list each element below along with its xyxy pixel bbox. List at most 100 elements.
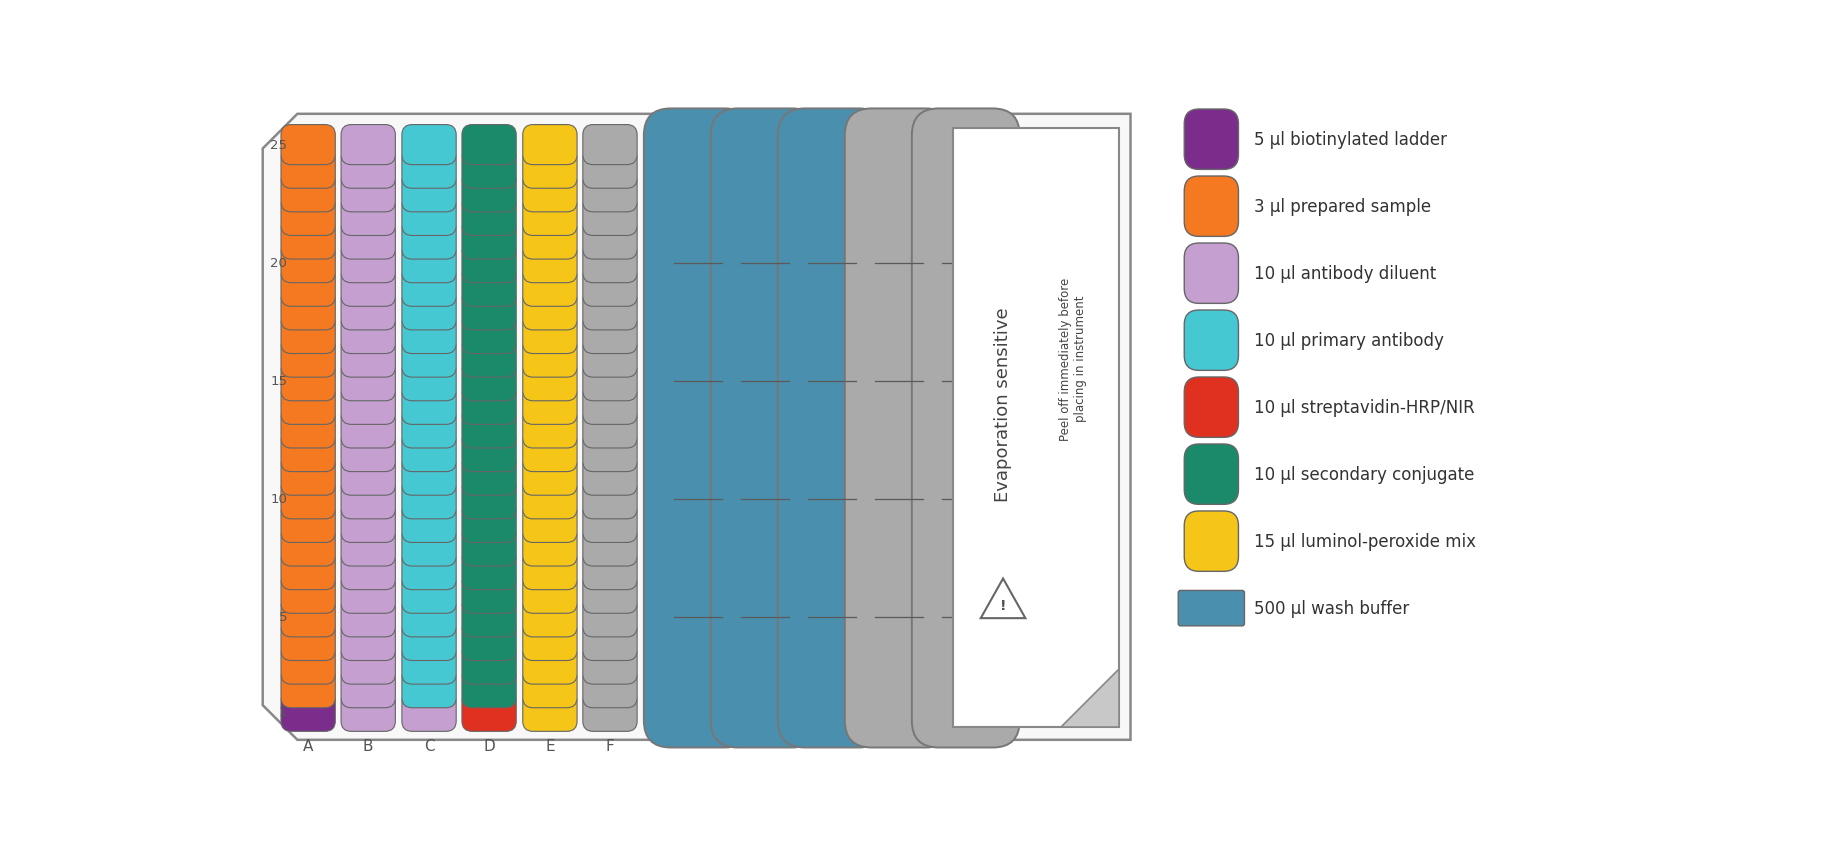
Text: 15 µl luminol-peroxide mix: 15 µl luminol-peroxide mix [1254,532,1475,550]
FancyBboxPatch shape [523,267,576,307]
FancyBboxPatch shape [340,196,395,236]
FancyBboxPatch shape [340,338,395,378]
FancyBboxPatch shape [523,550,576,590]
FancyBboxPatch shape [582,338,637,378]
Text: 1: 1 [278,705,287,718]
FancyBboxPatch shape [401,172,456,212]
FancyBboxPatch shape [340,668,395,708]
FancyBboxPatch shape [1177,591,1244,626]
FancyBboxPatch shape [523,409,576,449]
FancyBboxPatch shape [280,125,335,165]
FancyBboxPatch shape [401,267,456,307]
FancyBboxPatch shape [280,172,335,212]
FancyBboxPatch shape [401,550,456,590]
FancyBboxPatch shape [461,267,516,307]
FancyBboxPatch shape [582,550,637,590]
FancyBboxPatch shape [461,456,516,496]
FancyBboxPatch shape [582,125,637,165]
FancyBboxPatch shape [401,196,456,236]
FancyBboxPatch shape [461,172,516,212]
FancyBboxPatch shape [523,291,576,330]
FancyBboxPatch shape [340,314,395,354]
Polygon shape [981,579,1025,618]
Text: 5 µl biotinylated ladder: 5 µl biotinylated ladder [1254,131,1446,149]
FancyBboxPatch shape [582,267,637,307]
FancyBboxPatch shape [461,550,516,590]
Polygon shape [262,114,1129,740]
FancyBboxPatch shape [582,362,637,401]
FancyBboxPatch shape [523,692,576,732]
FancyBboxPatch shape [582,573,637,613]
FancyBboxPatch shape [1184,110,1237,171]
FancyBboxPatch shape [461,409,516,449]
FancyBboxPatch shape [582,526,637,566]
FancyBboxPatch shape [582,196,637,236]
FancyBboxPatch shape [340,385,395,425]
FancyBboxPatch shape [340,125,395,165]
FancyBboxPatch shape [1184,244,1237,304]
FancyBboxPatch shape [582,243,637,283]
FancyBboxPatch shape [461,621,516,661]
FancyBboxPatch shape [401,668,456,708]
FancyBboxPatch shape [778,109,886,747]
Text: C: C [423,739,434,753]
FancyBboxPatch shape [280,621,335,661]
FancyBboxPatch shape [523,385,576,425]
Text: 3 µl prepared sample: 3 µl prepared sample [1254,198,1429,216]
FancyBboxPatch shape [340,597,395,637]
FancyBboxPatch shape [461,479,516,519]
FancyBboxPatch shape [280,644,335,684]
Text: E: E [545,739,554,753]
FancyBboxPatch shape [582,621,637,661]
FancyBboxPatch shape [340,621,395,661]
Text: D: D [483,739,494,753]
Text: 10 µl primary antibody: 10 µl primary antibody [1254,332,1442,350]
FancyBboxPatch shape [461,149,516,189]
FancyBboxPatch shape [340,432,395,472]
FancyBboxPatch shape [582,432,637,472]
FancyBboxPatch shape [401,432,456,472]
FancyBboxPatch shape [523,314,576,354]
Text: 10 µl antibody diluent: 10 µl antibody diluent [1254,265,1435,283]
FancyBboxPatch shape [582,692,637,732]
FancyBboxPatch shape [582,149,637,189]
FancyBboxPatch shape [401,149,456,189]
FancyBboxPatch shape [401,597,456,637]
FancyBboxPatch shape [461,243,516,283]
FancyBboxPatch shape [401,409,456,449]
FancyBboxPatch shape [461,432,516,472]
FancyBboxPatch shape [401,362,456,401]
Text: 10 µl streptavidin-HRP/NIR: 10 µl streptavidin-HRP/NIR [1254,398,1473,416]
FancyBboxPatch shape [461,668,516,708]
FancyBboxPatch shape [280,149,335,189]
FancyBboxPatch shape [461,125,516,165]
FancyBboxPatch shape [710,109,818,747]
FancyBboxPatch shape [401,125,456,165]
FancyBboxPatch shape [401,338,456,378]
FancyBboxPatch shape [280,196,335,236]
FancyBboxPatch shape [280,267,335,307]
FancyBboxPatch shape [401,291,456,330]
FancyBboxPatch shape [461,502,516,543]
FancyBboxPatch shape [280,338,335,378]
FancyBboxPatch shape [340,243,395,283]
FancyBboxPatch shape [280,243,335,283]
Text: A: A [302,739,313,753]
FancyBboxPatch shape [340,149,395,189]
FancyBboxPatch shape [582,409,637,449]
FancyBboxPatch shape [582,597,637,637]
FancyBboxPatch shape [523,597,576,637]
FancyBboxPatch shape [461,291,516,330]
Text: 15: 15 [271,374,287,388]
FancyBboxPatch shape [523,432,576,472]
FancyBboxPatch shape [523,172,576,212]
FancyBboxPatch shape [401,644,456,684]
FancyBboxPatch shape [401,220,456,260]
FancyBboxPatch shape [523,502,576,543]
FancyBboxPatch shape [280,479,335,519]
FancyBboxPatch shape [523,526,576,566]
FancyBboxPatch shape [340,573,395,613]
FancyBboxPatch shape [280,220,335,260]
FancyBboxPatch shape [523,338,576,378]
FancyBboxPatch shape [523,125,576,165]
